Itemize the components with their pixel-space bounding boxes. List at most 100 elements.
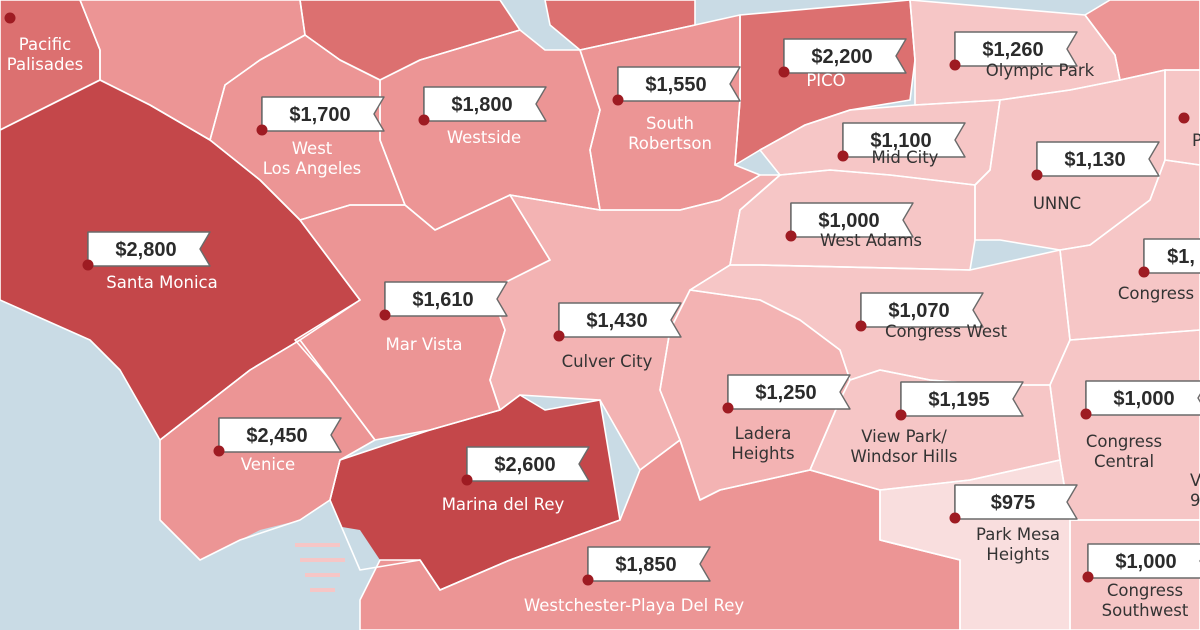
neighborhood-name: Ladera [735,424,792,443]
marker-westchester[interactable]: $1,850 Westchester-Playa Del Rey [524,546,744,615]
marker-voices: Vo9 [1190,471,1200,510]
region-boundary [359,439,961,630]
neighborhood-name: Mid City [872,148,939,167]
neighborhood-name: Windsor Hills [851,447,958,466]
price-label: $1,000 [1115,551,1176,573]
location-pin-icon [1178,112,1190,124]
price-label: $1,000 [818,210,879,232]
marker-culver-city[interactable]: $1,430 Culver City [553,302,682,371]
neighborhood-name: Culver City [562,352,653,371]
neighborhood-name: PICO [806,71,845,90]
location-pin-icon [213,445,225,457]
location-pin-icon [722,402,734,414]
neighborhood-name: Heights [986,545,1049,564]
neighborhood-name: Palisades [7,55,83,74]
region-westside [380,30,600,230]
price-label: $1,610 [412,289,473,311]
marker-westside[interactable]: $1,800 Westside [418,86,547,147]
location-pin-icon [418,114,430,126]
location-pin-icon [582,574,594,586]
price-label: $1,430 [586,310,647,332]
region-congress-north [1060,160,1200,340]
marker-view-park[interactable]: $1,195 View Park/Windsor Hills [851,381,1024,466]
price-label: $975 [991,492,1036,514]
neighborhood-name: Congress [1118,284,1194,303]
neighborhood-name: Southwest [1102,601,1189,620]
neighborhood-name: Vo [1190,471,1200,490]
location-pin-icon [837,150,849,162]
region-westwood-north [545,0,695,50]
location-pin-icon [949,59,961,71]
price-label: $1,070 [888,300,949,322]
neighborhood-name: South [646,114,694,133]
location-pin-icon [855,320,867,332]
region-south-robertson [580,15,760,210]
price-label: $1,850 [615,554,676,576]
marker-unnc[interactable]: $1,130 UNNC [1031,141,1160,213]
neighborhood-name: Pacific [19,35,71,54]
region-boundary [1164,69,1200,166]
price-label: $1,800 [451,94,512,116]
price-label: $1,100 [870,130,931,152]
marker-venice[interactable]: $2,450 Venice [213,417,342,474]
neighborhood-name: West Adams [820,231,922,250]
neighborhood-name: Park Mesa [976,525,1060,544]
location-pin-icon [895,409,907,421]
neighborhood-name: P [1192,131,1200,150]
price-label: $2,450 [246,425,307,447]
neighborhood-name: Westside [447,128,521,147]
price-label: $1, [1167,246,1195,268]
price-label: $1,700 [289,104,350,126]
neighborhood-name: Venice [241,455,295,474]
region-far-right-top [1085,0,1200,80]
neighborhood-name: Santa Monica [106,273,217,292]
neighborhood-name: West [292,139,333,158]
location-pin-icon [949,512,961,524]
location-pin-icon [461,474,473,486]
region-coastline [0,300,280,630]
price-label: $1,000 [1113,388,1174,410]
price-label: $1,260 [982,39,1043,61]
region-westchester [360,440,960,630]
location-pin-icon [1138,266,1150,278]
region-congress-central [1050,330,1200,520]
price-label: $2,800 [115,239,176,261]
region-pacific-palisades [0,0,100,130]
marker-congress-north[interactable]: $1, Congress [1118,238,1200,303]
location-pin-icon [1082,571,1094,583]
price-label: $1,250 [755,382,816,404]
location-pin-icon [256,124,268,136]
region-bel-air [300,0,520,80]
location-pin-icon [1031,169,1043,181]
neighborhood-name: Congress West [885,322,1008,341]
price-label: $1,195 [928,389,989,411]
neighborhood-name: UNNC [1033,194,1081,213]
price-label: $1,130 [1064,149,1125,171]
marina-piers [295,543,345,592]
marker-marina-del-rey[interactable]: $2,600 Marina del Rey [442,446,590,514]
marker-santa-monica[interactable]: $2,800 Santa Monica [82,231,218,292]
location-pin-icon [612,94,624,106]
neighborhood-name: Mar Vista [385,335,462,354]
marker-pico[interactable]: $2,200 PICO [778,38,907,90]
neighborhood-name: Congress [1086,432,1162,451]
location-pin-icon [4,12,16,24]
marker-mar-vista[interactable]: $1,610 Mar Vista [379,281,508,354]
neighborhood-name: Central [1094,452,1154,471]
location-pin-icon [778,66,790,78]
location-pin-icon [1080,408,1092,420]
